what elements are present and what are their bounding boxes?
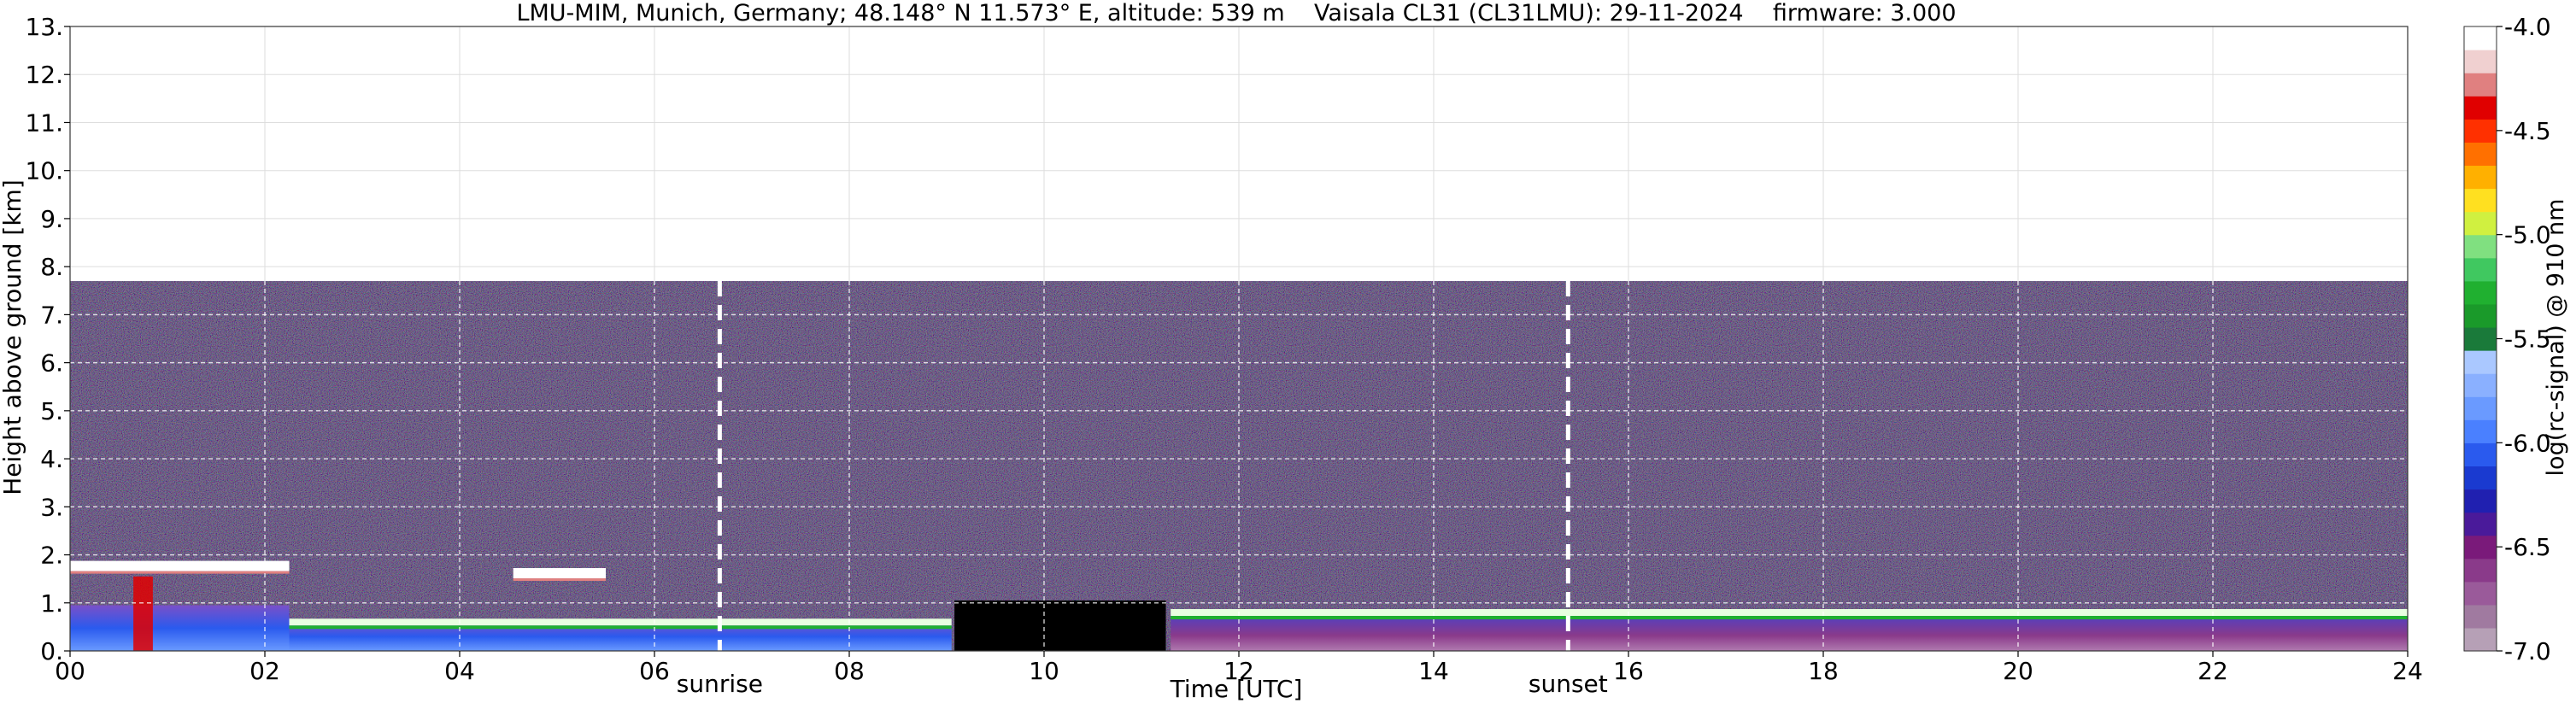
y-tick-label: 2.: [40, 542, 63, 570]
colorbar-segment: [2464, 119, 2497, 143]
colorbar-segment: [2464, 535, 2497, 560]
x-tick-label: 06: [639, 657, 670, 685]
y-axis-ticks: 0. 1. 2. 3. 4. 5. 6. 7. 8. 9. 10. 11. 12. 13.: [25, 13, 70, 665]
y-tick-label: 10.: [25, 157, 63, 185]
y-tick-label: 12.: [25, 61, 63, 89]
layer-top-band: [284, 618, 952, 626]
colorbar-segment: [2464, 489, 2497, 513]
x-tick-label: 24: [2392, 657, 2423, 685]
y-tick-label: 1.: [40, 589, 63, 618]
layer-top-green: [1171, 616, 2408, 620]
y-tick-label: 0.: [40, 637, 63, 665]
colorbar-segment: [2464, 326, 2497, 351]
cloud-layer: [513, 568, 606, 579]
colorbar-segment: [2464, 165, 2497, 190]
night-aerosol-layer: [70, 605, 290, 651]
colorbar-segment: [2464, 280, 2497, 305]
x-tick-label: 14: [1418, 657, 1449, 685]
y-tick-label: 7.: [40, 301, 63, 329]
y-tick-label: 13.: [25, 13, 63, 41]
y-tick-label: 6.: [40, 349, 63, 378]
colorbar-segment: [2464, 627, 2497, 652]
colorbar-segment: [2464, 466, 2497, 490]
sun-markers: sunrise sunset: [677, 281, 1608, 698]
colorbar-segment: [2464, 419, 2497, 443]
grid-lines: [70, 26, 2408, 651]
precip-streak: [133, 576, 153, 651]
cloud-layer-edge: [70, 571, 290, 574]
x-tick-label: 22: [2198, 657, 2228, 685]
colorbar-segment: [2464, 512, 2497, 536]
colorbar-segment: [2464, 558, 2497, 583]
x-tick-label: 16: [1613, 657, 1644, 685]
colorbar-segment: [2464, 581, 2497, 606]
x-tick-label: 08: [834, 657, 865, 685]
layer-top-green: [284, 625, 952, 630]
colorbar-segment: [2464, 257, 2497, 282]
x-tick-label: 20: [2003, 657, 2033, 685]
colorbar-tick-label: -4.5: [2504, 117, 2551, 145]
x-tick-label: 04: [444, 657, 475, 685]
colorbar-segment: [2464, 373, 2497, 397]
x-tick-label: 10: [1029, 657, 1059, 685]
x-tick-label: 00: [55, 657, 85, 685]
colorbar-label: log(rc-signal) @ 910 nm: [2543, 199, 2569, 477]
colorbar-segment: [2464, 396, 2497, 420]
chart-title: LMU-MIM, Munich, Germany; 48.148° N 11.5…: [516, 0, 1956, 26]
colorbar-tick-label: -5.0: [2504, 221, 2551, 249]
colorbar-segment: [2464, 604, 2497, 629]
colorbar-tick-label: -6.5: [2504, 533, 2551, 561]
colorbar-segment: [2464, 50, 2497, 73]
colorbar-segment: [2464, 234, 2497, 259]
colorbar-tick-label: -5.5: [2504, 325, 2551, 354]
colorbar-segment: [2464, 211, 2497, 236]
cloud-layer-edge: [513, 578, 606, 582]
colorbar-segment: [2464, 350, 2497, 374]
y-tick-label: 5.: [40, 397, 63, 425]
sunset-label: sunset: [1529, 670, 1608, 698]
sunrise-label: sunrise: [677, 670, 763, 698]
colorbar-tick-label: -7.0: [2504, 637, 2551, 665]
colorbar-segment: [2464, 442, 2497, 467]
x-axis-label: Time [UTC]: [1170, 675, 1303, 703]
y-tick-label: 9.: [40, 205, 63, 233]
x-tick-label: 18: [1808, 657, 1839, 685]
no-signal-block: [954, 600, 1166, 651]
colorbar-segment: [2464, 73, 2497, 97]
x-axis-ticks: 00 02 04 06 08 10 12 14 16 18 20 22 24: [55, 651, 2423, 685]
y-axis-label: Height above ground [km]: [0, 179, 26, 495]
colorbar-segment: [2464, 142, 2497, 167]
colorbar-tick-label: -6.0: [2504, 429, 2551, 457]
cloud-layer: [70, 560, 290, 571]
colorbar-segment: [2464, 96, 2497, 120]
y-tick-label: 8.: [40, 253, 63, 281]
x-tick-label: 02: [249, 657, 280, 685]
colorbar: -7.0 -6.5 -6.0 -5.5 -5.0 -4.5 -4.0: [2463, 13, 2551, 665]
colorbar-segment: [2464, 26, 2497, 50]
y-tick-label: 11.: [25, 108, 63, 137]
x-tick-label: 12: [1223, 657, 1254, 685]
y-tick-label: 4.: [40, 445, 63, 473]
colorbar-segment: [2464, 188, 2497, 213]
layer-top-band: [1171, 609, 2408, 617]
y-tick-label: 3.: [40, 493, 63, 521]
colorbar-segment: [2464, 303, 2497, 328]
colorbar-tick-label: -4.0: [2504, 13, 2551, 41]
